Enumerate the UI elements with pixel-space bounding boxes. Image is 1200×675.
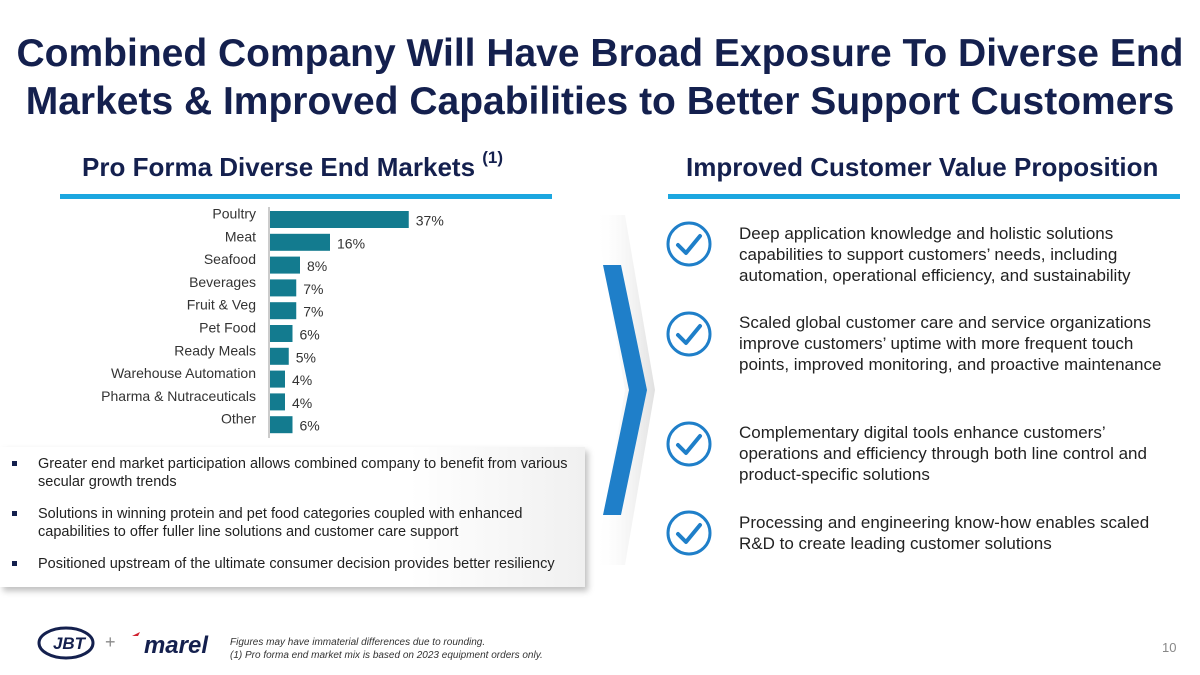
value-prop-text: Deep application knowledge and holistic …	[739, 224, 1131, 285]
checkmark-circle-icon	[666, 510, 712, 556]
bar-other	[270, 416, 293, 434]
chart-marks: Poultry 37% Meat 16% Seafood 8% Beverages 7% Fru…	[101, 206, 444, 434]
category-label: Pharma & Nutraceuticals	[101, 388, 256, 404]
bar-warehouse-automation	[270, 370, 285, 388]
category-label: Poultry	[212, 206, 256, 222]
bullet-item: Solutions in winning protein and pet foo…	[12, 505, 572, 541]
bullet-item: Greater end market participation allows …	[12, 455, 572, 491]
bullet-marker	[12, 561, 17, 566]
bar-poultry	[270, 211, 409, 228]
bar-pharma-nutraceuticals	[270, 393, 285, 411]
slide-title-line-2: Markets & Improved Capabilities to Bette…	[25, 80, 1175, 123]
left-heading-text: Pro Forma Diverse End Markets	[82, 152, 483, 182]
bullet-marker	[12, 511, 17, 516]
marel-logo: marel	[132, 632, 209, 659]
value-label: 7%	[303, 304, 323, 320]
bullet-item: Positioned upstream of the ultimate cons…	[12, 555, 572, 573]
jbt-logo-text: JBT	[53, 634, 87, 653]
right-heading-underline	[668, 194, 1180, 199]
bar-seafood	[270, 256, 300, 274]
left-column-heading: Pro Forma Diverse End Markets (1)	[82, 148, 503, 183]
value-label: 4%	[292, 372, 312, 388]
end-markets-bar-chart: Poultry 37% Meat 16% Seafood 8% Beverages 7% Fru…	[101, 206, 444, 438]
slide-title-line-1: Combined Company Will Have Broad Exposur…	[16, 32, 1184, 75]
value-label: 6%	[300, 418, 320, 434]
right-column-heading: Improved Customer Value Proposition	[686, 152, 1159, 182]
bar-fruit-veg	[270, 302, 297, 320]
value-label: 37%	[416, 213, 444, 229]
marel-logo-text: marel	[144, 632, 209, 659]
category-label: Seafood	[204, 251, 256, 267]
category-label: Fruit & Veg	[187, 297, 256, 313]
bullet-text: Greater end market participation allows …	[38, 456, 568, 490]
bar-meat	[270, 233, 330, 251]
category-label: Meat	[225, 228, 256, 244]
value-label: 5%	[296, 349, 316, 365]
checkmark-circle-icon	[666, 221, 712, 267]
bullet-marker	[12, 461, 17, 466]
bar-pet-food	[270, 325, 293, 342]
footnote-line-1: Figures may have immaterial differences …	[230, 637, 486, 648]
value-label: 8%	[307, 258, 327, 274]
category-label: Beverages	[189, 274, 256, 290]
bullet-text: Positioned upstream of the ultimate cons…	[38, 556, 555, 572]
checkmark-circle-icon	[666, 311, 712, 357]
category-label: Other	[221, 411, 256, 427]
value-prop-text: Scaled global customer care and service …	[739, 313, 1162, 374]
page-number: 10	[1162, 640, 1177, 655]
value-label: 4%	[292, 395, 312, 411]
checkmark-circle-icon	[666, 421, 712, 467]
left-heading-underline	[60, 194, 552, 199]
bar-ready-meals	[270, 347, 289, 365]
category-label: Ready Meals	[174, 342, 256, 358]
category-label: Pet Food	[199, 320, 256, 336]
chevron-arrow-icon	[603, 265, 647, 515]
category-label: Warehouse Automation	[111, 365, 256, 381]
bullet-box: Greater end market participation allows …	[0, 447, 585, 587]
logo-plus: +	[105, 632, 116, 652]
chevron-divider	[595, 215, 655, 565]
value-label: 6%	[300, 327, 320, 343]
footnote-line-2: (1) Pro forma end market mix is based on…	[230, 650, 543, 661]
slide-title: Combined Company Will Have Broad Exposur…	[0, 30, 1200, 126]
jbt-logo: JBT	[37, 626, 95, 660]
value-prop-text: Processing and engineering know-how enab…	[739, 513, 1150, 553]
bullet-text: Solutions in winning protein and pet foo…	[38, 506, 523, 540]
footnote: Figures may have immaterial differences …	[230, 636, 543, 662]
footnote-ref: (1)	[482, 148, 504, 167]
bar-beverages	[270, 279, 297, 297]
value-prop-text: Complementary digital tools enhance cust…	[739, 423, 1147, 484]
value-label: 16%	[337, 235, 365, 251]
value-label: 7%	[303, 281, 323, 297]
chevron-shadow	[595, 215, 655, 565]
